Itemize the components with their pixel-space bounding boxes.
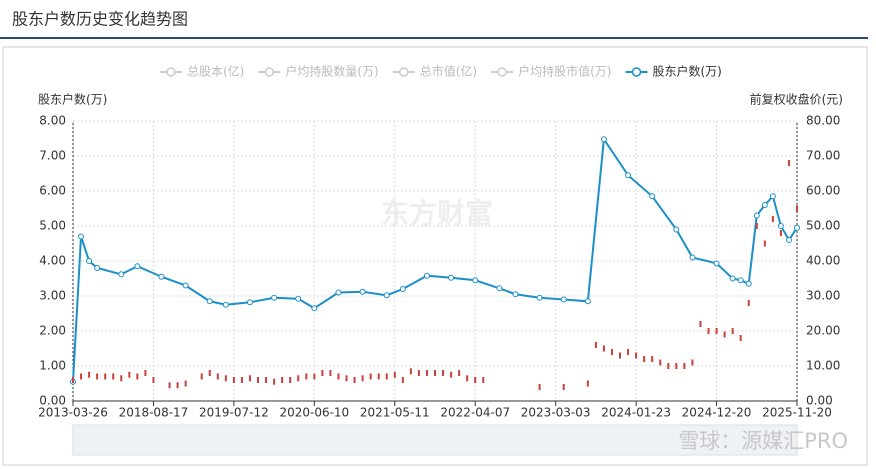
data-point	[134, 263, 141, 270]
data-point	[295, 295, 302, 302]
data-point	[794, 224, 800, 231]
data-point	[560, 296, 567, 303]
x-tick-label: 2018-08-17	[119, 406, 189, 420]
zoom-slider[interactable]	[72, 424, 798, 456]
data-point	[536, 294, 543, 301]
y-tick-label: 3.00	[39, 289, 66, 303]
y2-tick-label: 10.00	[806, 359, 840, 373]
data-point	[271, 294, 278, 301]
watermark: 雪球：源媒汇PRO	[678, 429, 848, 453]
data-line	[72, 136, 798, 382]
data-point	[761, 202, 768, 208]
y-tick-label: 5.00	[39, 219, 66, 233]
data-point	[448, 274, 455, 281]
y2-tick-label: 40.00	[806, 254, 840, 268]
y2-tick-label: 80.00	[806, 114, 840, 128]
data-point	[399, 286, 406, 292]
data-point	[78, 233, 85, 240]
y-tick-label: 0.00	[39, 394, 66, 408]
data-point	[383, 292, 390, 299]
x-tick-label: 2024-01-23	[601, 406, 671, 420]
y-tick-label: 8.00	[39, 114, 66, 128]
data-point	[785, 237, 792, 243]
data-point	[512, 291, 519, 298]
y2-tick-label: 70.00	[806, 149, 840, 163]
legend-icon	[399, 67, 409, 77]
data-point	[737, 277, 744, 284]
legend-icon	[166, 67, 176, 77]
legend-label[interactable]: 总市值(亿)	[420, 64, 477, 79]
x-tick-label: 2020-06-10	[279, 406, 349, 420]
legend-icon	[264, 67, 275, 77]
data-point	[584, 298, 591, 305]
y-tick-label: 7.00	[39, 149, 66, 163]
data-point	[94, 265, 101, 271]
data-point	[769, 193, 776, 200]
x-tick-label: 2025-11-20	[762, 406, 832, 420]
data-point	[600, 136, 607, 143]
x-tick-label: 2021-05-11	[360, 406, 430, 420]
x-tick-label: 2013-03-26	[38, 406, 108, 420]
data-point	[777, 223, 784, 229]
legend-label[interactable]: 户均持股数量(万)	[285, 64, 378, 79]
data-point	[359, 288, 366, 295]
y-tick-label: 6.00	[39, 184, 66, 198]
x-tick-label: 2023-03-03	[521, 406, 591, 420]
y2-tick-label: 60.00	[806, 184, 840, 198]
data-point	[423, 272, 430, 279]
legend-label[interactable]: 股东户数(万)	[653, 64, 722, 79]
y-tick-label: 2.00	[39, 324, 66, 338]
data-point	[496, 285, 503, 292]
x-tick-label: 2022-04-07	[440, 406, 510, 420]
data-point	[689, 254, 696, 261]
chart-title: 股东户数历史变化趋势图	[12, 10, 188, 29]
x-tick-label: 2019-07-12	[199, 406, 269, 420]
y-axis-label: 股东户数(万)	[38, 92, 107, 107]
y2-tick-label: 30.00	[806, 289, 840, 303]
chart-frame	[2, 46, 868, 466]
data-point	[335, 289, 342, 296]
y2-tick-label: 50.00	[806, 219, 840, 233]
data-point	[222, 301, 229, 308]
data-point	[311, 305, 318, 312]
data-point	[753, 212, 760, 219]
data-point	[673, 226, 680, 233]
y2-tick-label: 20.00	[806, 324, 840, 338]
data-point	[713, 260, 720, 267]
data-point	[246, 299, 253, 306]
data-point	[158, 273, 165, 280]
y2-tick-label: 0.00	[806, 394, 833, 408]
x-tick-label: 2024-12-20	[682, 406, 752, 420]
data-point	[86, 258, 93, 264]
legend-label[interactable]: 总股本(亿)	[187, 64, 244, 79]
y-tick-label: 4.00	[39, 254, 66, 268]
legend-icon	[497, 67, 507, 77]
legend-icon	[631, 67, 642, 77]
data-point	[745, 280, 752, 287]
data-point	[472, 277, 479, 284]
data-point	[206, 298, 213, 305]
data-point	[182, 282, 189, 289]
data-point	[118, 271, 125, 278]
data-point	[729, 275, 736, 282]
data-point	[649, 193, 656, 200]
legend-label[interactable]: 户均持股市值(万)	[518, 64, 611, 79]
y2-axis-label: 前复权收盘价(元)	[750, 92, 843, 107]
y-tick-label: 1.00	[39, 359, 66, 373]
data-point	[625, 172, 632, 179]
watermark: 东方财富	[381, 197, 493, 230]
